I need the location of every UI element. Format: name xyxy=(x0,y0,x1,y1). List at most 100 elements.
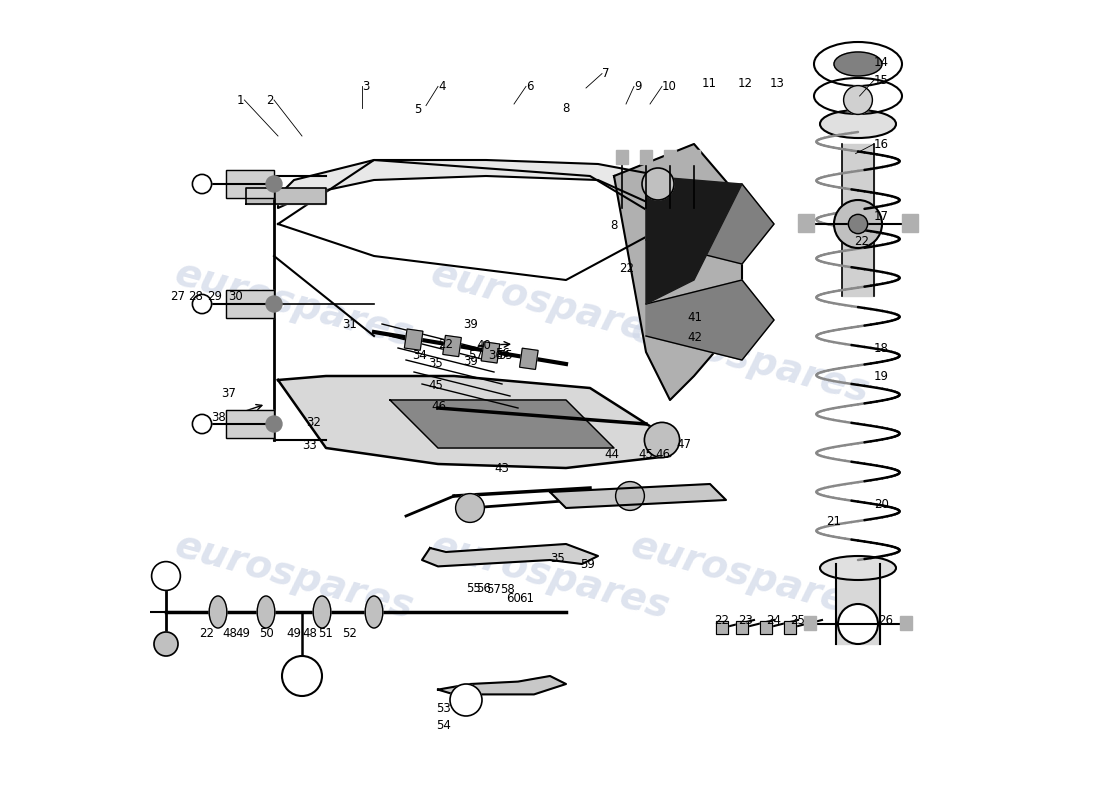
Text: 3: 3 xyxy=(362,80,370,93)
Text: 38: 38 xyxy=(211,411,226,424)
Bar xyxy=(736,621,748,634)
Circle shape xyxy=(616,482,645,510)
Circle shape xyxy=(192,174,211,194)
Text: 46: 46 xyxy=(656,448,671,461)
Bar xyxy=(443,335,461,357)
Text: 22: 22 xyxy=(854,235,869,248)
Polygon shape xyxy=(422,544,598,566)
Polygon shape xyxy=(390,400,614,448)
Text: 26: 26 xyxy=(878,614,893,626)
Ellipse shape xyxy=(834,52,882,76)
Circle shape xyxy=(838,604,878,644)
Circle shape xyxy=(266,416,282,432)
Text: 15: 15 xyxy=(874,74,889,86)
Text: 1: 1 xyxy=(236,94,244,106)
Circle shape xyxy=(645,422,680,458)
Text: 48: 48 xyxy=(222,627,236,640)
Text: 42: 42 xyxy=(688,331,703,344)
Text: 14: 14 xyxy=(874,56,889,69)
Text: 57: 57 xyxy=(486,583,500,596)
Text: 44: 44 xyxy=(604,448,619,461)
Text: 57: 57 xyxy=(469,350,483,362)
Text: 8: 8 xyxy=(562,102,570,114)
Text: 60: 60 xyxy=(506,592,521,605)
Text: 55: 55 xyxy=(498,350,513,362)
Text: 54: 54 xyxy=(437,719,451,732)
Polygon shape xyxy=(646,176,742,304)
Ellipse shape xyxy=(814,78,902,114)
Text: 8: 8 xyxy=(610,219,617,232)
Text: 45: 45 xyxy=(428,379,443,392)
Text: 47: 47 xyxy=(676,438,692,450)
Polygon shape xyxy=(278,160,670,280)
Bar xyxy=(226,410,274,438)
Text: 28: 28 xyxy=(188,290,204,302)
Text: 2: 2 xyxy=(266,94,274,106)
Text: eurospares: eurospares xyxy=(170,526,418,626)
Text: 49: 49 xyxy=(286,627,301,640)
Bar xyxy=(226,410,274,438)
Bar xyxy=(481,342,499,363)
Text: 61: 61 xyxy=(519,592,535,605)
Text: 58: 58 xyxy=(500,583,515,596)
Bar xyxy=(443,335,461,357)
Text: 34: 34 xyxy=(412,350,427,362)
Text: 7: 7 xyxy=(602,67,609,80)
Text: 49: 49 xyxy=(235,627,251,640)
Text: 33: 33 xyxy=(302,439,317,452)
Text: 17: 17 xyxy=(874,210,889,222)
Bar xyxy=(798,214,814,232)
Circle shape xyxy=(282,656,322,696)
Text: eurospares: eurospares xyxy=(170,254,418,354)
Ellipse shape xyxy=(820,556,896,580)
Text: 39: 39 xyxy=(463,318,478,330)
Polygon shape xyxy=(550,484,726,508)
Text: 4: 4 xyxy=(438,80,446,93)
Circle shape xyxy=(844,86,872,114)
Text: 22: 22 xyxy=(438,338,453,350)
Text: 45: 45 xyxy=(638,448,653,461)
Bar xyxy=(481,342,499,363)
Circle shape xyxy=(192,294,211,314)
Text: 29: 29 xyxy=(208,290,222,302)
Bar xyxy=(804,616,816,630)
Circle shape xyxy=(834,200,882,248)
Text: eurospares: eurospares xyxy=(626,526,873,626)
Text: 59: 59 xyxy=(581,558,595,570)
Text: 21: 21 xyxy=(826,515,842,528)
Bar xyxy=(405,329,422,350)
Text: 27: 27 xyxy=(170,290,185,302)
Text: 24: 24 xyxy=(766,614,781,626)
Text: 23: 23 xyxy=(738,614,752,626)
Text: 35: 35 xyxy=(550,552,564,565)
Circle shape xyxy=(266,296,282,312)
Bar xyxy=(405,329,422,350)
Bar xyxy=(736,621,748,634)
Polygon shape xyxy=(278,376,678,468)
Ellipse shape xyxy=(820,110,896,138)
Text: 5: 5 xyxy=(414,103,421,116)
Text: 22: 22 xyxy=(619,262,635,274)
Bar xyxy=(716,621,728,634)
Bar xyxy=(663,150,676,164)
Bar xyxy=(783,621,796,634)
Circle shape xyxy=(455,494,484,522)
Text: 11: 11 xyxy=(702,77,717,90)
Text: 43: 43 xyxy=(494,462,509,474)
Bar xyxy=(842,144,874,296)
Ellipse shape xyxy=(365,596,383,628)
Text: 46: 46 xyxy=(431,400,447,413)
Bar xyxy=(519,348,538,370)
Text: 53: 53 xyxy=(437,702,451,714)
Text: 36: 36 xyxy=(488,350,504,362)
Text: 25: 25 xyxy=(790,614,805,626)
Text: 31: 31 xyxy=(342,318,356,330)
Bar xyxy=(226,290,274,318)
Text: 16: 16 xyxy=(874,138,889,150)
Text: eurospares: eurospares xyxy=(626,310,873,410)
Text: 19: 19 xyxy=(874,370,889,382)
Text: 55: 55 xyxy=(466,582,481,594)
Bar xyxy=(226,170,274,198)
Text: 10: 10 xyxy=(662,80,676,93)
Bar xyxy=(783,621,796,634)
